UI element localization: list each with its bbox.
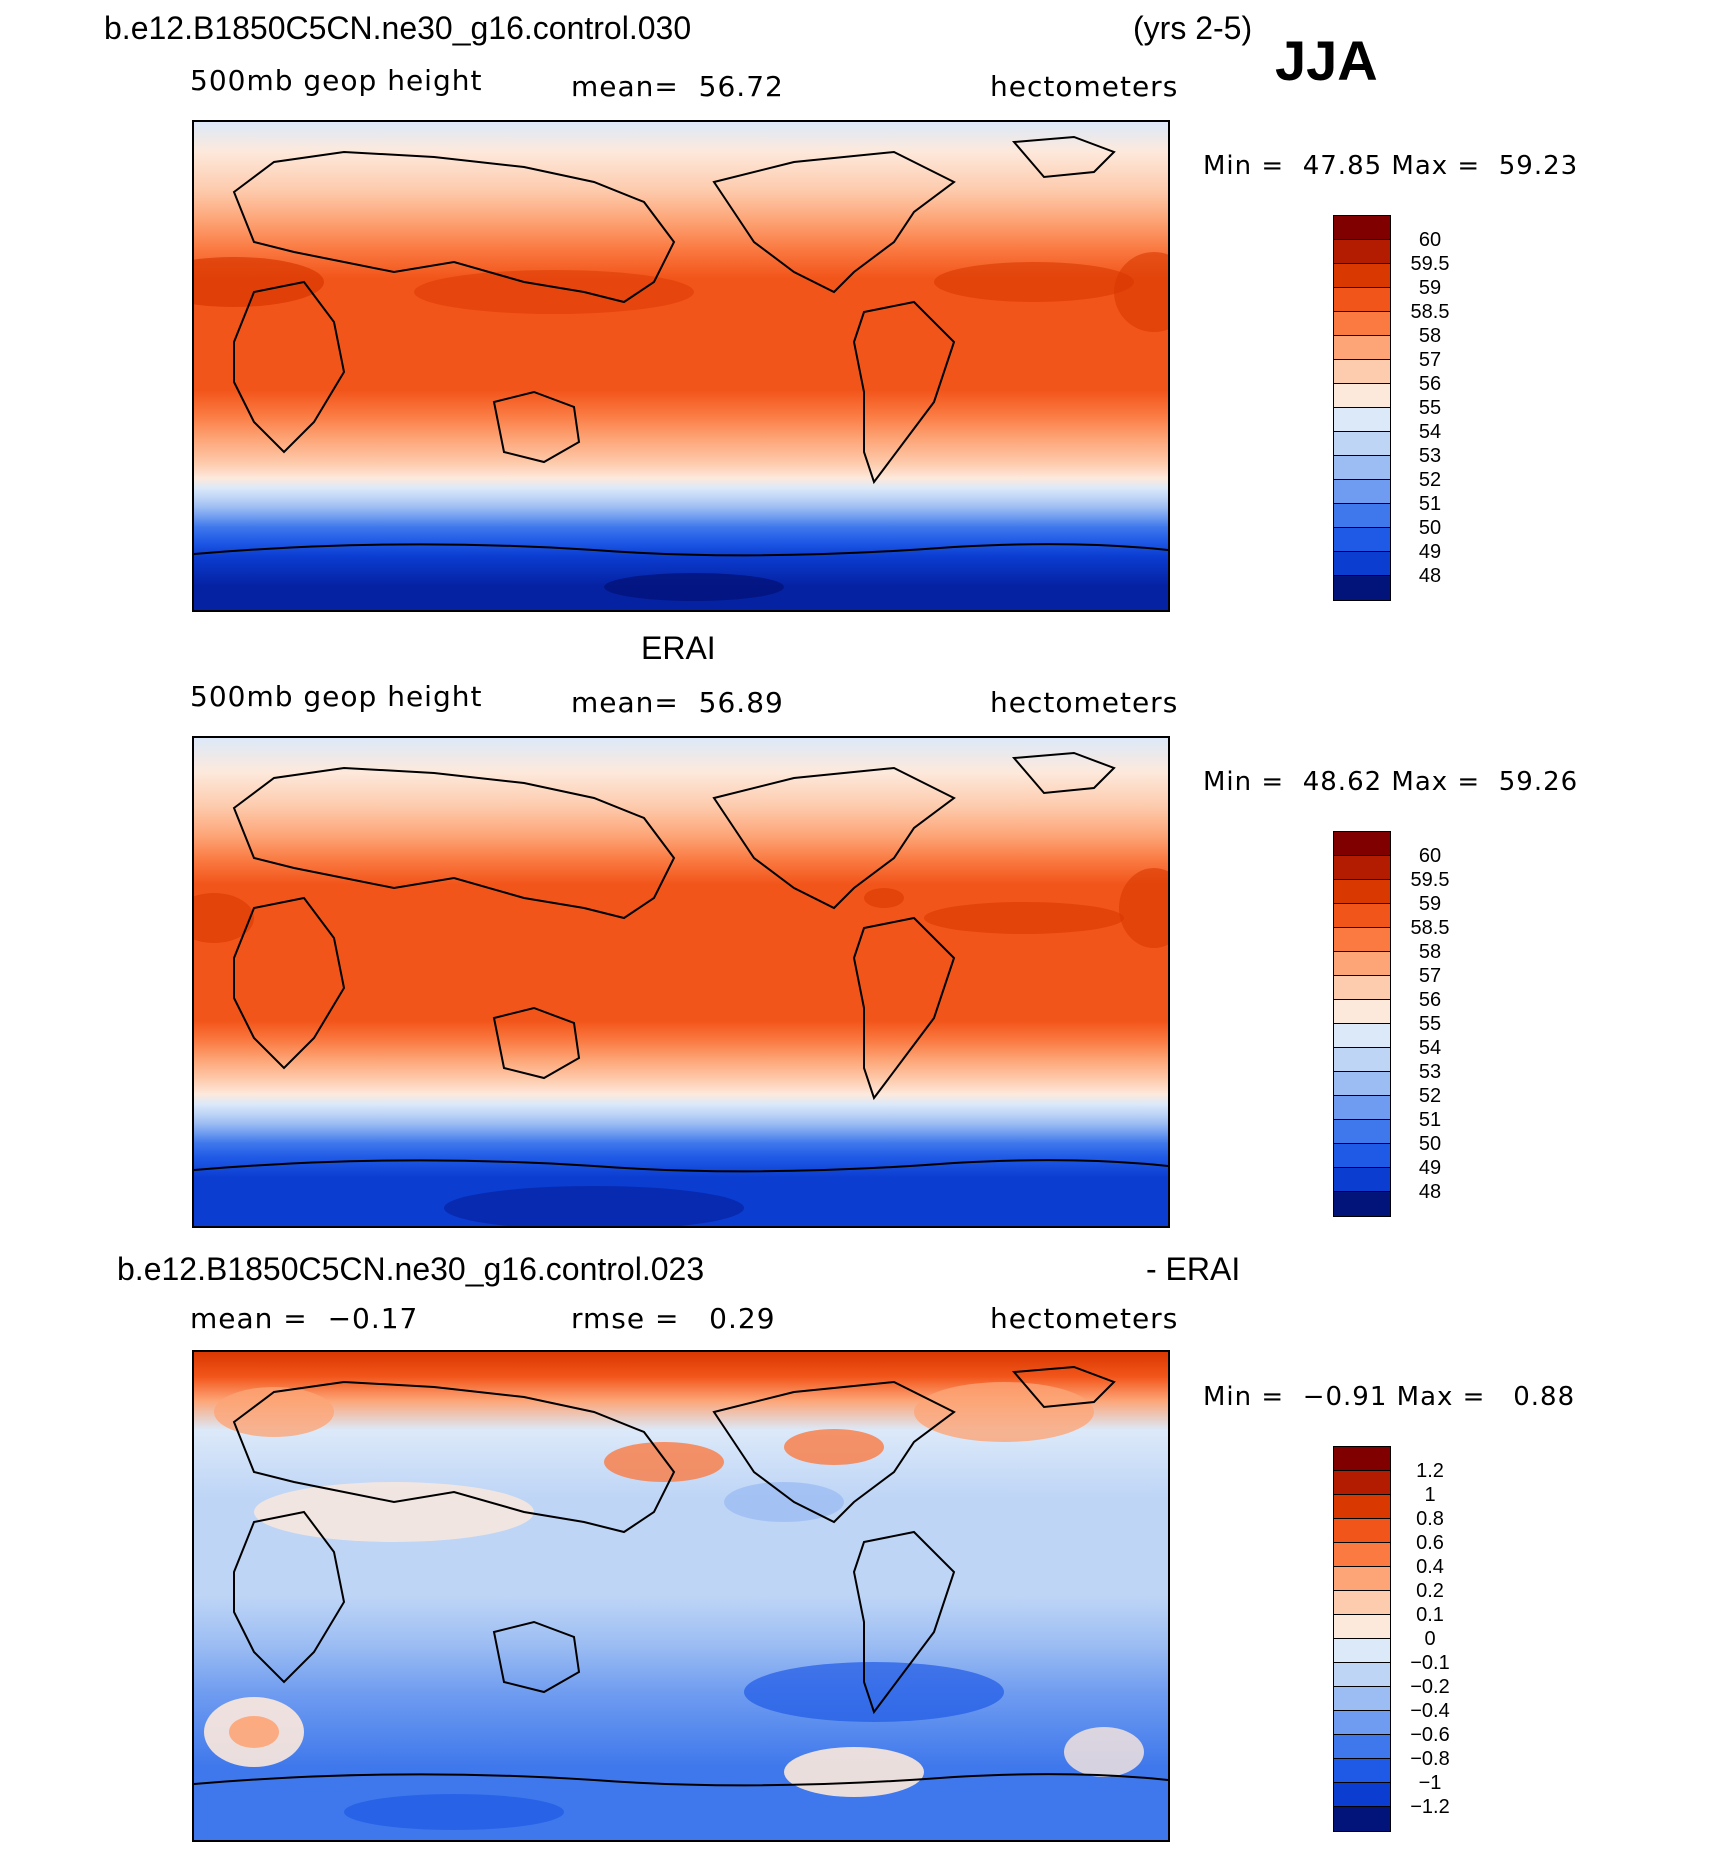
panel3-map bbox=[192, 1350, 1170, 1842]
cbar1-tick: 49 bbox=[1418, 541, 1442, 563]
cbar3-tick: −1.2 bbox=[1410, 1796, 1450, 1818]
cbar1-tick: 58 bbox=[1418, 325, 1442, 347]
cbar1-tick: 60 bbox=[1418, 229, 1442, 251]
cbar1-tick: 50 bbox=[1418, 517, 1442, 539]
years-label: (yrs 2-5) bbox=[1133, 10, 1253, 46]
cbar2-tick: 55 bbox=[1418, 1013, 1442, 1035]
cbar3-tick: −0.4 bbox=[1410, 1700, 1450, 1722]
cbar2-tick: 50 bbox=[1418, 1133, 1442, 1155]
cbar1-tick: 57 bbox=[1418, 349, 1442, 371]
panel2-map bbox=[192, 736, 1170, 1228]
panel1-variable-label: 500mb geop height bbox=[190, 64, 483, 97]
cbar2-tick: 59 bbox=[1418, 893, 1442, 915]
cbar2-tick: 58 bbox=[1418, 941, 1442, 963]
cbar2-tick: 52 bbox=[1418, 1085, 1442, 1107]
cbar3-tick: −1 bbox=[1418, 1772, 1442, 1794]
cbar3-tick: 0.8 bbox=[1416, 1508, 1444, 1530]
cbar3-tick: 1.2 bbox=[1416, 1460, 1444, 1482]
cbar2-tick: 53 bbox=[1418, 1061, 1442, 1083]
panel2-title: ERAI bbox=[641, 630, 716, 666]
panel1-map-field bbox=[194, 122, 1168, 610]
cbar1-tick: 59 bbox=[1418, 277, 1442, 299]
panel3-units: hectometers bbox=[990, 1302, 1179, 1335]
cbar2-tick: 54 bbox=[1418, 1037, 1442, 1059]
cbar3-tick: −0.1 bbox=[1410, 1652, 1450, 1674]
panel2-units: hectometers bbox=[990, 686, 1179, 719]
cbar2-tick: 49 bbox=[1418, 1157, 1442, 1179]
cbar3-tick: 0.4 bbox=[1416, 1556, 1444, 1578]
cbar1-tick: 48 bbox=[1418, 565, 1442, 587]
panel2-map-field bbox=[194, 738, 1168, 1226]
cbar2-tick: 56 bbox=[1418, 989, 1442, 1011]
panel1-mean: mean= 56.72 bbox=[571, 70, 784, 103]
panel3-mean: mean = −0.17 bbox=[190, 1302, 419, 1335]
panel2-mean: mean= 56.89 bbox=[571, 686, 784, 719]
panel2-colorbar bbox=[1333, 831, 1391, 1217]
cbar1-tick: 53 bbox=[1418, 445, 1442, 467]
cbar1-tick: 59.5 bbox=[1410, 253, 1450, 275]
panel1-colorbar bbox=[1333, 215, 1391, 601]
cbar2-tick: 51 bbox=[1418, 1109, 1442, 1131]
panel3-map-field bbox=[194, 1352, 1168, 1840]
cbar3-tick: 0 bbox=[1424, 1628, 1436, 1650]
cbar3-tick: −0.6 bbox=[1410, 1724, 1450, 1746]
cbar3-tick: −0.2 bbox=[1410, 1676, 1450, 1698]
panel3-title-left: b.e12.B1850C5CN.ne30_g16.control.023 bbox=[117, 1251, 705, 1287]
season-label: JJA bbox=[1275, 29, 1378, 92]
cbar1-tick: 52 bbox=[1418, 469, 1442, 491]
panel1-units: hectometers bbox=[990, 70, 1179, 103]
cbar1-tick: 51 bbox=[1418, 493, 1442, 515]
panel3-title-right: - ERAI bbox=[1146, 1251, 1241, 1287]
cbar1-tick: 54 bbox=[1418, 421, 1442, 443]
cbar3-tick: 0.6 bbox=[1416, 1532, 1444, 1554]
panel2-variable-label: 500mb geop height bbox=[190, 680, 483, 713]
cbar2-tick: 60 bbox=[1418, 845, 1442, 867]
cbar3-tick: 1 bbox=[1424, 1484, 1436, 1506]
cbar2-tick: 57 bbox=[1418, 965, 1442, 987]
cbar2-tick: 48 bbox=[1418, 1181, 1442, 1203]
cbar2-tick: 58.5 bbox=[1410, 917, 1450, 939]
cbar3-tick: 0.1 bbox=[1416, 1604, 1444, 1626]
panel1-minmax: Min = 47.85 Max = 59.23 bbox=[1203, 151, 1579, 181]
cbar3-tick: −0.8 bbox=[1410, 1748, 1450, 1770]
panel3-rmse: rmse = 0.29 bbox=[571, 1302, 776, 1335]
cbar3-tick: 0.2 bbox=[1416, 1580, 1444, 1602]
panel1-map bbox=[192, 120, 1170, 612]
cbar1-tick: 55 bbox=[1418, 397, 1442, 419]
panel3-colorbar bbox=[1333, 1446, 1391, 1832]
case-title: b.e12.B1850C5CN.ne30_g16.control.030 bbox=[104, 10, 692, 46]
panel2-minmax: Min = 48.62 Max = 59.26 bbox=[1203, 767, 1579, 797]
panel3-minmax: Min = −0.91 Max = 0.88 bbox=[1203, 1382, 1576, 1412]
cbar1-tick: 56 bbox=[1418, 373, 1442, 395]
cbar1-tick: 58.5 bbox=[1410, 301, 1450, 323]
cbar2-tick: 59.5 bbox=[1410, 869, 1450, 891]
